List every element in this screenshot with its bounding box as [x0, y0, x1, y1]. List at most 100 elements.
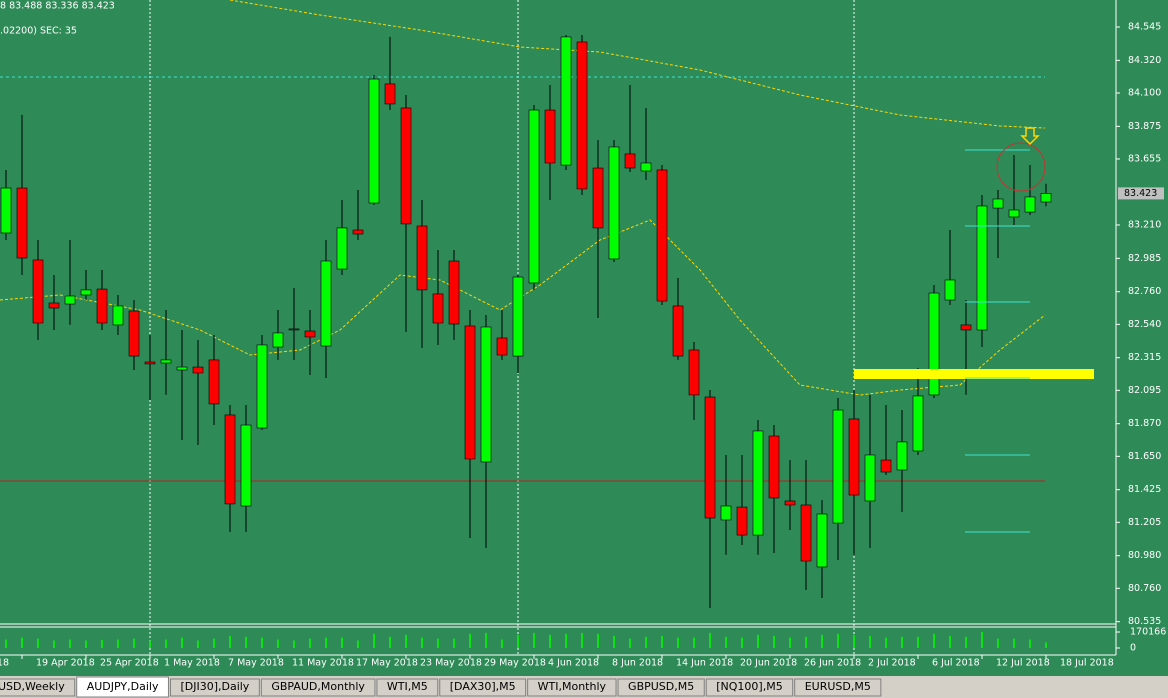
candle-body	[624, 153, 636, 169]
candle-body	[96, 288, 108, 324]
price-tag-label: 83.423	[1124, 188, 1157, 199]
tab[interactable]: WTI,M5	[376, 678, 439, 697]
candle-body	[192, 366, 204, 374]
tab-label: [DJI30],Daily	[180, 680, 249, 693]
arrow-marker	[1020, 127, 1040, 146]
candle-body	[832, 409, 844, 524]
y-tick-label: 83.875	[1128, 121, 1161, 132]
candle-body	[976, 205, 988, 331]
tab-label: WTI,M5	[387, 680, 428, 693]
tab-label: AUDJPY,Daily	[87, 680, 159, 693]
candle-body	[960, 324, 972, 331]
x-tick-label: 1 May 2018	[164, 658, 220, 669]
candle-body	[544, 109, 556, 164]
candle-body	[560, 36, 572, 166]
candle-body	[688, 349, 700, 396]
tab-frame	[705, 678, 794, 697]
tab[interactable]: AUDJPY,Daily	[76, 676, 169, 698]
y-tick-label: 83.655	[1128, 153, 1161, 164]
candle-body	[592, 167, 604, 229]
tab[interactable]: [DJI30],Daily	[169, 678, 260, 697]
tab[interactable]: USD,Weekly	[0, 678, 76, 697]
y-tick-label: 81.650	[1128, 451, 1161, 462]
tab-frame	[0, 678, 76, 697]
y-tick-label: 82.760	[1128, 286, 1161, 297]
volume-tick-label: 0	[1130, 643, 1136, 654]
candle-body	[32, 259, 44, 324]
ohlc-caption: 8 83.488 83.336 83.423	[0, 1, 115, 12]
price-tag	[1118, 187, 1164, 200]
tab-frame	[376, 678, 439, 697]
tab-label: GBPUSD,M5	[628, 680, 694, 693]
y-tick-label: 80.535	[1128, 616, 1161, 627]
x-tick-label: 11 May 2018	[292, 658, 354, 669]
circle-marker	[996, 142, 1046, 192]
candle-body	[368, 78, 380, 204]
candle-body	[1040, 193, 1052, 203]
candle-body	[944, 279, 956, 301]
tab-label: WTI,Monthly	[538, 680, 607, 693]
x-tick-label: 29 May 2018	[484, 658, 546, 669]
candle-body	[912, 395, 924, 452]
candle-body	[848, 418, 860, 496]
tab-label: [NQ100],M5	[716, 680, 782, 693]
x-tick-label: 14 Jun 2018	[676, 658, 733, 669]
candle-body	[144, 361, 156, 365]
candle-body	[160, 359, 172, 364]
candle-body	[752, 430, 764, 536]
candle-body	[928, 292, 940, 396]
candle-body	[784, 500, 796, 506]
candle-body	[864, 454, 876, 502]
candle-body	[128, 310, 140, 357]
x-tick-label: 17 May 2018	[356, 658, 418, 669]
highlight-zone	[854, 369, 1094, 379]
tab-label: EURUSD,M5	[805, 680, 871, 693]
y-tick-label: 80.980	[1128, 550, 1161, 561]
tab-label: GBPAUD,Monthly	[271, 680, 365, 693]
x-tick-label: 2 Jul 2018	[868, 658, 916, 669]
candle-body	[480, 326, 492, 463]
y-tick-label: 84.100	[1128, 87, 1161, 98]
tab[interactable]: [NQ100],M5	[705, 678, 794, 697]
tab-frame	[617, 678, 705, 697]
moving-average	[229, 0, 1046, 129]
x-tick-label: 19 Apr 2018	[36, 658, 95, 669]
candle-body	[80, 289, 92, 296]
tab[interactable]: WTI,Monthly	[527, 678, 617, 697]
candle-body	[400, 107, 412, 225]
candle-body	[48, 302, 60, 309]
moving-average	[0, 219, 1046, 396]
tab[interactable]: GBPAUD,Monthly	[260, 678, 376, 697]
candle-body	[256, 344, 268, 429]
candle-body	[720, 505, 732, 521]
candle-body	[288, 328, 300, 331]
candle-body	[304, 330, 316, 338]
y-tick-label: 82.985	[1128, 253, 1161, 264]
tab-frame	[439, 678, 527, 697]
x-tick-label: 7 May 2018	[228, 658, 284, 669]
candle-body	[352, 229, 364, 235]
candle-body	[896, 441, 908, 471]
candle-body	[1024, 196, 1036, 213]
tab[interactable]: EURUSD,M5	[794, 678, 882, 697]
candle-body	[1008, 209, 1020, 218]
y-tick-label: 84.545	[1128, 21, 1161, 32]
candle-body	[176, 366, 188, 371]
tab-frame	[76, 676, 169, 698]
tab[interactable]: [DAX30],M5	[439, 678, 527, 697]
candle-body	[112, 305, 124, 326]
candle-body	[64, 295, 76, 305]
candle-body	[576, 41, 588, 190]
tab-frame	[169, 678, 260, 697]
candle-body	[640, 162, 652, 172]
candle-body	[816, 513, 828, 568]
candle-body	[384, 83, 396, 105]
x-tick-label: 12 Jul 2018	[996, 658, 1050, 669]
tab-label: USD,Weekly	[0, 680, 65, 693]
x-tick-label: 20 Jun 2018	[740, 658, 797, 669]
y-tick-label: 82.315	[1128, 352, 1161, 363]
tab[interactable]: GBPUSD,M5	[617, 678, 705, 697]
candle-body	[528, 109, 540, 284]
y-tick-label: 82.540	[1128, 319, 1161, 330]
